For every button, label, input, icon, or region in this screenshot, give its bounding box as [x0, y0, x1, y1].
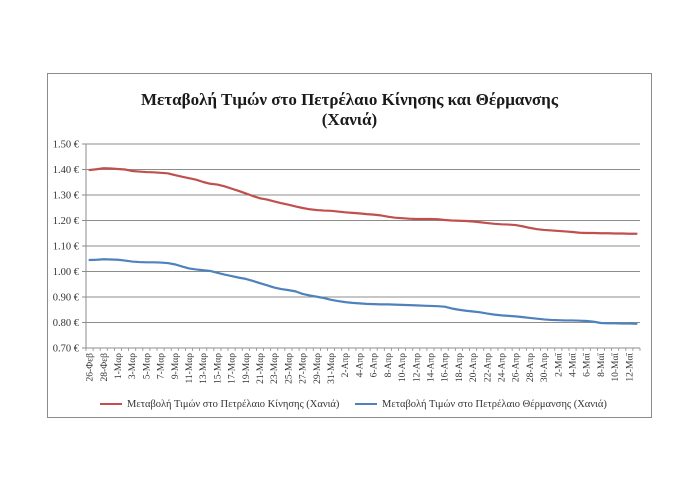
x-tick-label: 7-Μαρ [157, 353, 167, 379]
x-tick-label: 20-Απρ [469, 353, 479, 382]
x-tick-label: 4-Μαΐ [569, 353, 579, 377]
x-tick-label: 4-Απρ [355, 353, 365, 378]
x-tick-label: 26-Φεβ [86, 353, 96, 382]
x-tick-label: 18-Απρ [455, 353, 465, 382]
x-tick-label: 3-Μαρ [128, 353, 138, 379]
x-tick-label: 30-Απρ [540, 353, 550, 382]
y-tick-label: 1.20 € [53, 216, 80, 227]
x-tick-label: 22-Απρ [483, 353, 493, 382]
x-tick-label: 2-Απρ [341, 353, 351, 378]
x-tick-label: 11-Μαρ [185, 353, 195, 384]
legend-item-diesel: Μεταβολή Τιμών στο Πετρέλαιο Κίνησης (Χα… [100, 397, 339, 411]
x-tick-label: 6-Απρ [370, 353, 380, 378]
y-tick-label: 1.10 € [53, 242, 80, 253]
y-tick-label: 1.00 € [53, 267, 80, 278]
series-lines [88, 167, 638, 325]
x-tick-label: 2-Μαΐ [554, 353, 564, 377]
x-tick-label: 6-Μαΐ [583, 353, 593, 377]
x-tick-label: 29-Μαρ [313, 353, 323, 384]
x-tick-label: 28-Φεβ [100, 353, 110, 382]
x-tick-label: 27-Μαρ [299, 353, 309, 384]
y-tick-label: 0.90 € [53, 293, 80, 304]
x-tick-label: 8-Απρ [384, 353, 394, 378]
x-tick-label: 12-Μαΐ [625, 353, 635, 382]
legend-swatch-heating [355, 403, 377, 405]
legend-label-diesel: Μεταβολή Τιμών στο Πετρέλαιο Κίνησης (Χα… [127, 398, 340, 410]
x-tick-label: 24-Απρ [498, 353, 508, 382]
y-tick-label: 0.80 € [53, 318, 80, 329]
x-tick-label: 23-Μαρ [270, 353, 280, 384]
x-tick-label: 16-Απρ [441, 353, 451, 382]
y-tick-label: 0.70 € [53, 344, 80, 355]
x-tick-label: 19-Μαρ [242, 353, 252, 384]
y-tick-label: 1.40 € [53, 165, 80, 176]
legend-item-heating: Μεταβολή Τιμών στο Πετρέλαιο Θέρμανσης (… [355, 397, 607, 411]
x-axis: 26-Φεβ 28-Φεβ 1-Μαρ 3-Μαρ 5-Μαρ 7-Μαρ 9-Μαρ 11-… [86, 348, 641, 384]
chart-title-line-1: Μεταβολή Τιμών στο Πετρέλαιο Κίνησης και… [140, 90, 559, 109]
x-tick-label: 8-Μαΐ [597, 353, 607, 377]
y-axis: 1.50 € 1.40 € 1.30 € 1.20 € 1.10 € 1.00 € 0.90… [53, 140, 87, 355]
x-tick-label: 14-Απρ [426, 353, 436, 382]
x-tick-label: 1-Μαρ [114, 353, 124, 379]
x-tick-label: 17-Μαρ [228, 353, 238, 384]
chart-title: Μεταβολή Τιμών στο Πετρέλαιο Κίνησης και… [47, 90, 652, 130]
x-tick-label: 21-Μαρ [256, 353, 266, 384]
series-line-heating [88, 258, 638, 325]
x-tick-label: 26-Απρ [512, 353, 522, 382]
x-tick-label: 5-Μαρ [142, 353, 152, 379]
chart-title-line-2: (Χανιά) [321, 110, 378, 129]
x-tick-label: 10-Μαΐ [611, 353, 621, 382]
x-tick-label: 25-Μαρ [284, 353, 294, 384]
legend-label-heating: Μεταβολή Τιμών στο Πετρέλαιο Θέρμανσης (… [382, 398, 607, 410]
x-tick-label: 9-Μαρ [171, 353, 181, 379]
x-tick-label: 13-Μαρ [199, 353, 209, 384]
x-tick-label: 31-Μαρ [327, 353, 337, 384]
x-tick-label: 12-Απρ [412, 353, 422, 382]
x-tick-label: 15-Μαρ [213, 353, 223, 384]
series-line-diesel [88, 167, 638, 235]
y-tick-label: 1.50 € [53, 140, 80, 151]
y-tick-label: 1.30 € [53, 191, 80, 202]
x-tick-label: 10-Απρ [398, 353, 408, 382]
legend-swatch-diesel [100, 403, 122, 405]
x-tick-label: 28-Απρ [526, 353, 536, 382]
